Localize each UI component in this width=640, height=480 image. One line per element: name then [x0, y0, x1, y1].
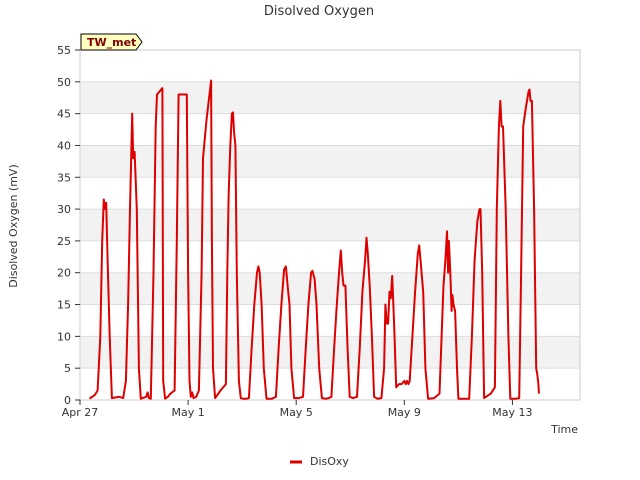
band-5-10	[80, 336, 580, 369]
y-tick-label-35: 35	[57, 171, 71, 184]
y-tick-label-55: 55	[57, 44, 71, 57]
site-tag: TW_met	[80, 33, 143, 51]
y-tick-label-40: 40	[57, 139, 71, 152]
legend: DisOxy	[290, 455, 349, 468]
plot-area-frame	[79, 49, 581, 401]
x-axis-ticks: Apr 27 May 1 May 5 May 9 May 13	[62, 400, 533, 419]
band-45-50	[80, 81, 580, 114]
series-layer	[88, 79, 540, 400]
band-15-20	[80, 272, 580, 305]
series-line-disoxy	[88, 79, 540, 400]
x-tick-label-8: May 5	[280, 406, 313, 419]
chart-title: Disolved Oxygen	[264, 4, 374, 19]
y-tick-label-15: 15	[57, 299, 71, 312]
x-tick-label-4: May 1	[171, 406, 204, 419]
y-tick-label-20: 20	[57, 267, 71, 280]
y-tick-label-50: 50	[57, 76, 71, 89]
y-tick-label-30: 30	[57, 203, 71, 216]
y-axis-ticks: 0 5 10 15 20 25 30 35 40 45 50 55	[57, 44, 80, 407]
y-axis-label: Disolved Oxygen (mV)	[7, 164, 20, 288]
y-tick-label-0: 0	[64, 394, 71, 407]
y-tick-label-25: 25	[57, 235, 71, 248]
x-tick-label-12: May 9	[388, 406, 421, 419]
site-tag-label: TW_met	[87, 36, 136, 49]
y-tick-label-10: 10	[57, 330, 71, 343]
x-tick-label-16: May 13	[492, 406, 532, 419]
x-tick-label-0: Apr 27	[62, 406, 99, 419]
legend-label-disoxy: DisOxy	[310, 455, 349, 468]
y-tick-label-5: 5	[64, 362, 71, 375]
site-tag-box	[80, 33, 143, 51]
y-tick-label-45: 45	[57, 108, 71, 121]
x-axis-label: Time	[550, 423, 578, 436]
